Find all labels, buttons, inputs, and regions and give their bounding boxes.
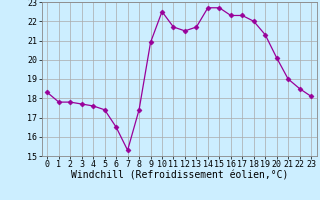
X-axis label: Windchill (Refroidissement éolien,°C): Windchill (Refroidissement éolien,°C) <box>70 171 288 181</box>
